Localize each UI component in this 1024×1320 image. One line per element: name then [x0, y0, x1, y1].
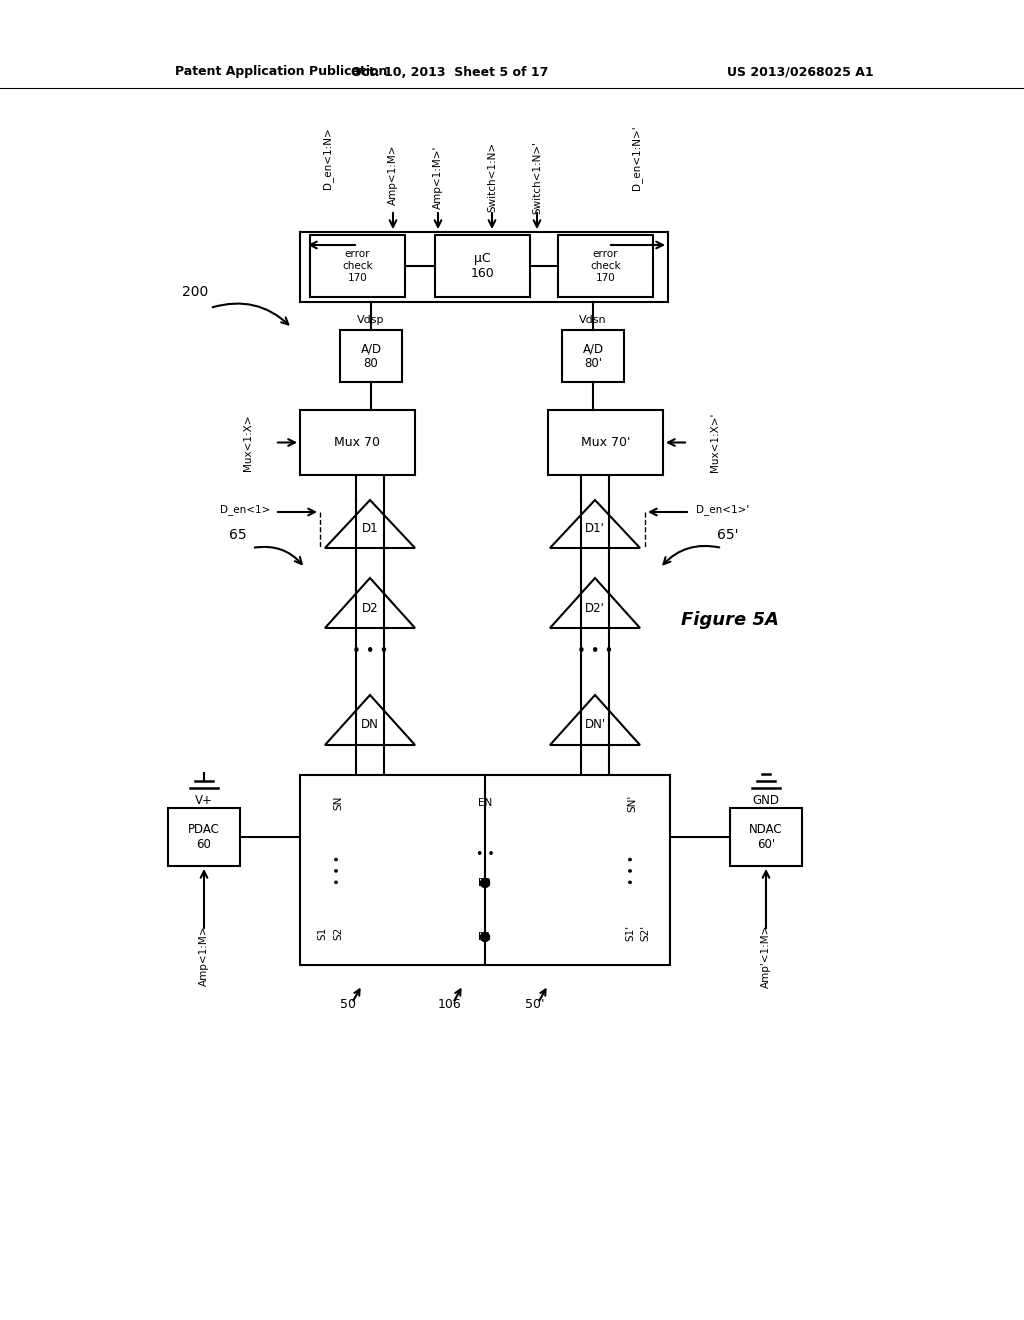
- Text: • • •: • • •: [626, 855, 639, 886]
- Text: NDAC
60': NDAC 60': [750, 822, 782, 851]
- Text: • •: • •: [475, 849, 495, 862]
- Text: Switch<1:N>': Switch<1:N>': [532, 140, 542, 214]
- FancyBboxPatch shape: [300, 775, 670, 965]
- Text: Amp<1:M>: Amp<1:M>: [388, 145, 398, 205]
- FancyBboxPatch shape: [730, 808, 802, 866]
- Text: Amp<1:M>': Amp<1:M>': [433, 145, 443, 209]
- Text: A/D
80: A/D 80: [360, 342, 382, 370]
- Text: Mux 70: Mux 70: [335, 436, 381, 449]
- Text: D1': D1': [585, 523, 605, 536]
- Text: DN: DN: [361, 718, 379, 731]
- Text: error
check
170: error check 170: [342, 249, 373, 282]
- FancyBboxPatch shape: [562, 330, 624, 381]
- Circle shape: [480, 932, 489, 941]
- Text: 65: 65: [229, 528, 247, 543]
- Text: US 2013/0268025 A1: US 2013/0268025 A1: [727, 66, 873, 78]
- Text: • • •: • • •: [332, 855, 344, 886]
- Text: SN': SN': [627, 795, 637, 812]
- Text: E1: E1: [478, 932, 492, 942]
- Text: 200: 200: [182, 285, 208, 300]
- Circle shape: [480, 879, 489, 887]
- Text: S1': S1': [625, 925, 635, 941]
- Text: S1: S1: [317, 927, 327, 940]
- Text: 106: 106: [438, 998, 462, 1011]
- Text: S2: S2: [333, 927, 343, 940]
- Text: EN: EN: [478, 799, 493, 808]
- Text: Mux<1:X>': Mux<1:X>': [710, 413, 720, 473]
- Text: D_en<1:N>: D_en<1:N>: [323, 127, 334, 189]
- Text: • • •: • • •: [577, 644, 613, 660]
- Text: D_en<1>': D_en<1>': [696, 504, 750, 515]
- Text: E2: E2: [478, 878, 492, 888]
- Text: D_en<1:N>': D_en<1:N>': [632, 125, 642, 190]
- Text: D1: D1: [361, 523, 378, 536]
- Text: Mux 70': Mux 70': [581, 436, 630, 449]
- Text: Oct. 10, 2013  Sheet 5 of 17: Oct. 10, 2013 Sheet 5 of 17: [351, 66, 549, 78]
- Text: Mux<1:X>: Mux<1:X>: [243, 414, 253, 471]
- Text: D2': D2': [585, 602, 605, 615]
- Text: Vdsp: Vdsp: [357, 315, 385, 325]
- Text: D_en<1>: D_en<1>: [220, 504, 270, 515]
- Text: D2: D2: [361, 602, 378, 615]
- Text: GND: GND: [753, 793, 779, 807]
- Text: Amp'<1:M>: Amp'<1:M>: [761, 924, 771, 987]
- FancyBboxPatch shape: [300, 411, 415, 475]
- Text: PDAC
60: PDAC 60: [188, 822, 220, 851]
- Text: S2': S2': [640, 925, 650, 941]
- Text: Vdsn: Vdsn: [580, 315, 607, 325]
- Text: Patent Application Publication: Patent Application Publication: [175, 66, 387, 78]
- Text: μC
160: μC 160: [471, 252, 495, 280]
- Text: • • •: • • •: [352, 644, 388, 660]
- Text: A/D
80': A/D 80': [583, 342, 603, 370]
- FancyBboxPatch shape: [435, 235, 530, 297]
- Text: 65': 65': [717, 528, 738, 543]
- Text: 50': 50': [525, 998, 545, 1011]
- Text: error
check
170: error check 170: [590, 249, 621, 282]
- FancyBboxPatch shape: [168, 808, 240, 866]
- Text: SN: SN: [333, 796, 343, 810]
- Text: Amp<1:M>: Amp<1:M>: [199, 925, 209, 986]
- FancyBboxPatch shape: [340, 330, 402, 381]
- Text: DN': DN': [585, 718, 605, 731]
- FancyBboxPatch shape: [548, 411, 663, 475]
- FancyBboxPatch shape: [558, 235, 653, 297]
- FancyBboxPatch shape: [310, 235, 406, 297]
- Text: 50: 50: [340, 998, 356, 1011]
- Text: V+: V+: [195, 793, 213, 807]
- Text: Switch<1:N>: Switch<1:N>: [487, 143, 497, 213]
- Text: Figure 5A: Figure 5A: [681, 611, 779, 630]
